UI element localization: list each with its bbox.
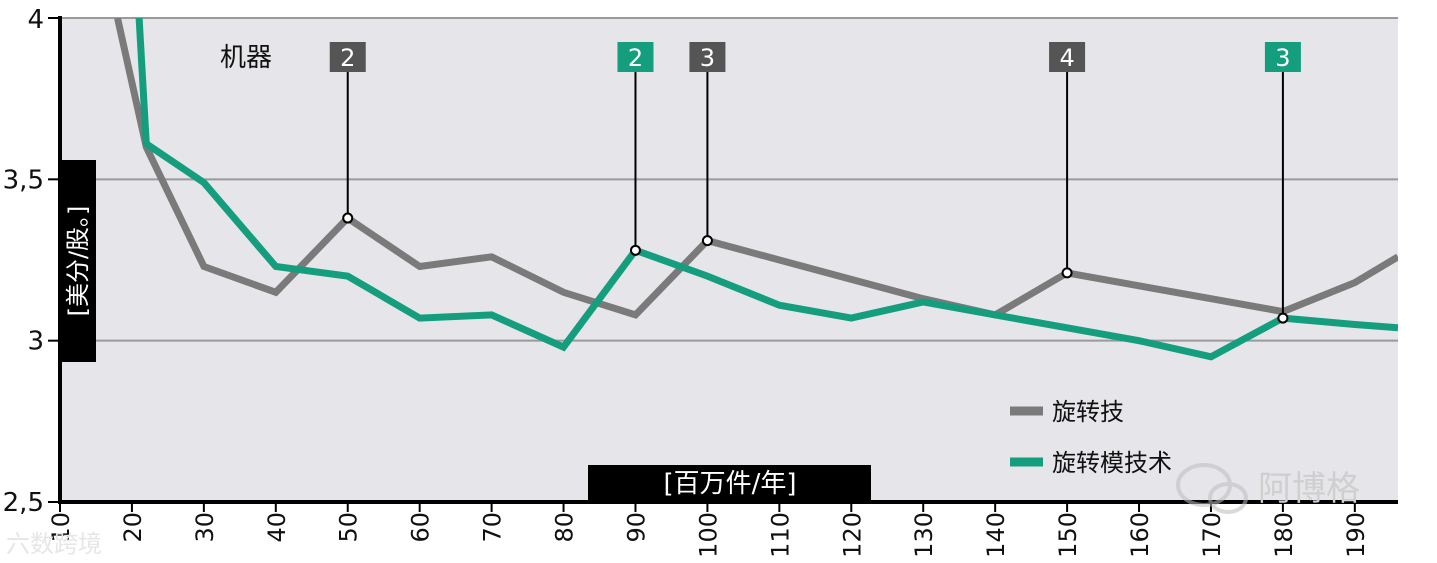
annotation-point [1277, 312, 1289, 324]
x-tick-label: 190 [1342, 512, 1370, 558]
y-axis-label: [美分/股。] [64, 206, 92, 317]
wechat-icon [1176, 463, 1248, 514]
annotation-point [629, 244, 641, 256]
x-tick-label: 70 [479, 512, 507, 543]
x-tick-label: 20 [119, 512, 147, 543]
legend-label-spin: 旋转技 [1052, 398, 1124, 426]
annotation-label: 3 [1275, 44, 1290, 72]
annotation-label: 2 [628, 44, 643, 72]
annotation-box [1264, 42, 1301, 72]
machine-label: 机器 [220, 43, 272, 73]
x-tick-label: 30 [191, 512, 219, 543]
plot-background [60, 18, 1398, 503]
x-tick-label: 110 [766, 512, 794, 558]
legend: 旋转技 旋转模技术 [1010, 398, 1172, 477]
x-tick-label: 140 [982, 512, 1010, 558]
x-tick-label: 100 [694, 512, 722, 558]
x-tick-label: 90 [622, 512, 650, 543]
annotation-box [329, 42, 366, 72]
x-tick-label: 170 [1198, 512, 1226, 558]
x-tick-label: 80 [551, 512, 579, 543]
tick-labels: 2,5 3 3,5 4 10 20 30 40 50 60 70 80 90 100 110 120 130 14… [3, 5, 1370, 558]
annotation-label: 4 [1059, 44, 1074, 72]
series-line-spin [114, 18, 1398, 319]
x-tick-label: 180 [1270, 512, 1298, 558]
annotation-box [1049, 42, 1086, 72]
y-tick-label: 3,5 [3, 165, 44, 195]
watermark: 阿博格 六数跨境 [6, 463, 1360, 558]
y-axis-label-group: [美分/股。] [60, 160, 96, 362]
annotation-box [617, 42, 654, 72]
x-tick-label: 150 [1054, 512, 1082, 558]
y-tick-label: 3 [27, 327, 44, 357]
x-tick-label: 120 [838, 512, 866, 558]
x-tick-label: 60 [407, 512, 435, 543]
annotation-point [1061, 267, 1073, 279]
annotation-layer: 2 2 3 4 3 [329, 42, 1301, 324]
series-line-spin-die [135, 18, 1398, 361]
annotation-box [689, 42, 726, 72]
x-tick-label: 10 [47, 512, 75, 543]
annotation-label: 3 [700, 44, 715, 72]
grid-lines [60, 17, 1398, 342]
y-tick-label: 2,5 [3, 488, 44, 518]
x-axis-label-group: [百万件/年] [588, 465, 871, 502]
legend-label-spin-die: 旋转模技术 [1052, 449, 1172, 477]
x-tick-label: 160 [1126, 512, 1154, 558]
annotation-point [701, 235, 713, 247]
x-tick-label: 50 [335, 512, 363, 543]
x-tick-label: 40 [263, 512, 291, 543]
annotation-label: 2 [340, 44, 355, 72]
x-tick-label: 130 [910, 512, 938, 558]
series-layer [114, 18, 1398, 361]
y-tick-label: 4 [27, 5, 44, 35]
annotation-point [342, 212, 354, 224]
watermark-text: 阿博格 [1258, 469, 1360, 509]
x-axis-label: [百万件/年] [663, 469, 796, 499]
watermark-bottom-text: 六数跨境 [6, 530, 102, 558]
